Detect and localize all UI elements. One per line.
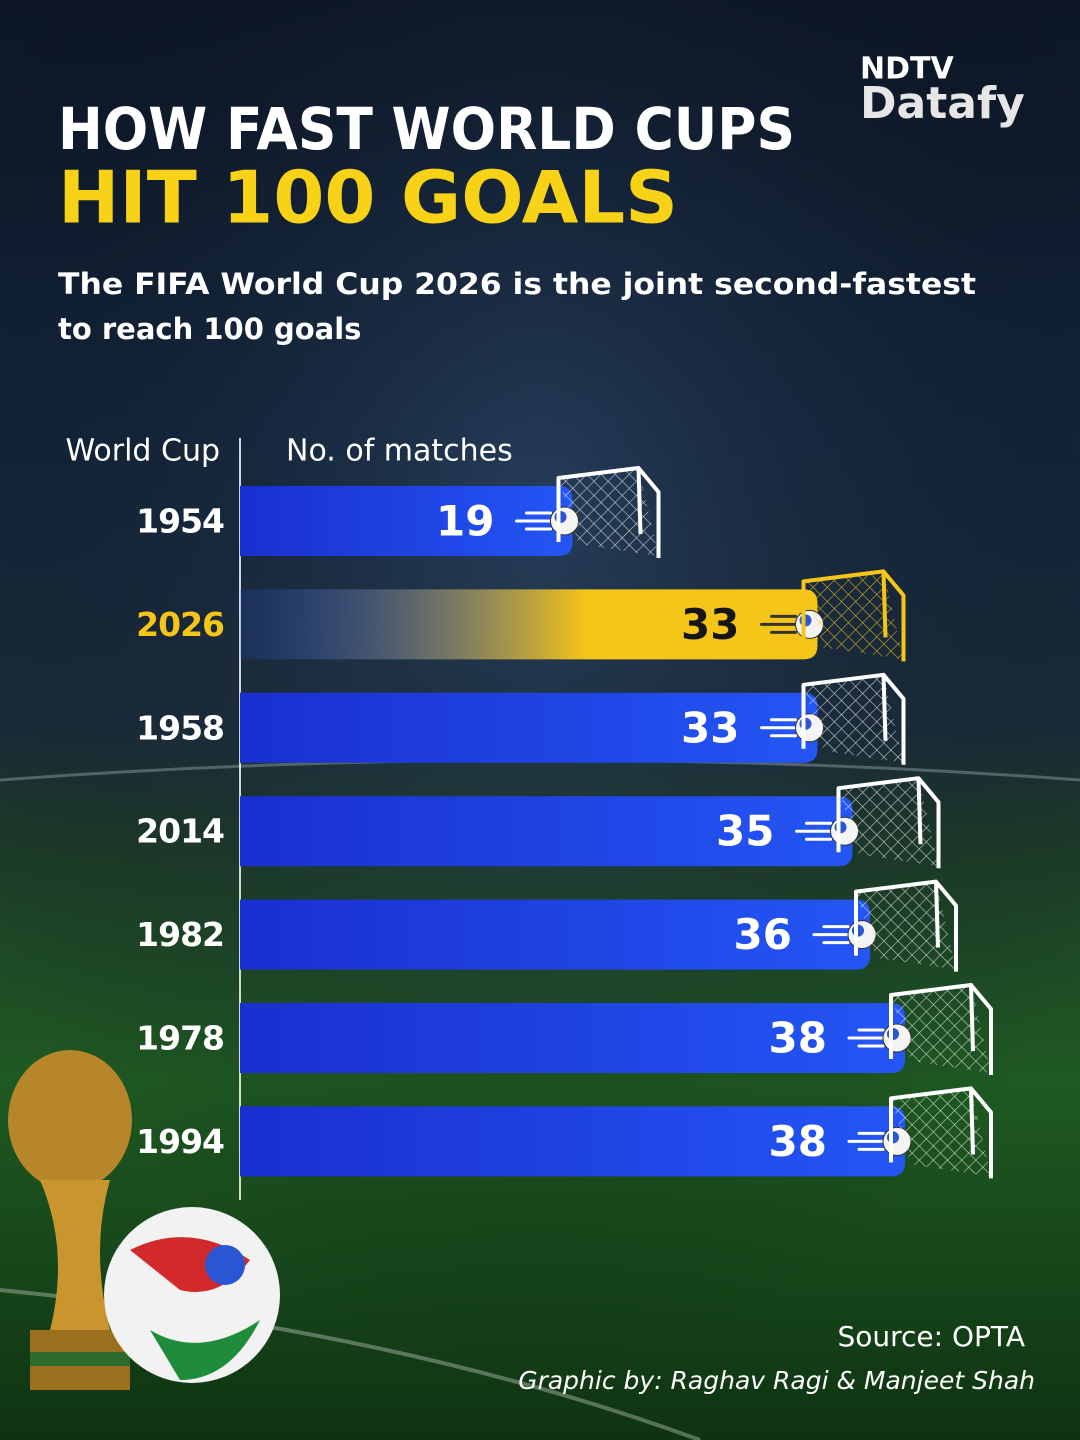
value-label: 36 [734,910,792,959]
value-label: 19 [436,497,494,546]
bar [240,899,870,970]
bar [240,589,818,660]
goal-net [558,468,659,556]
subtitle-line: The FIFA World Cup 2026 is the joint sec… [58,267,976,301]
goal-net [891,1088,991,1177]
bar [240,692,818,763]
logo-brand: NDTV [860,52,954,87]
source: Source: OPTA [837,1320,1025,1353]
goal-frame [889,983,993,1075]
goal-frame [556,466,661,558]
value-label: 33 [681,600,739,649]
value-label: 35 [716,807,774,856]
value-axis-label: No. of matches [286,434,513,469]
subtitle-line: to reach 100 goals [58,312,361,346]
credit: Graphic by: Raghav Ragi & Manjeet Shah [518,1366,1035,1395]
category-label: 1958 [136,708,224,747]
bar [240,1003,905,1073]
goal-frame [836,776,941,869]
goal-net [891,985,991,1073]
category-label: 1982 [136,915,224,954]
goal-frame [801,569,906,662]
bar [240,486,573,556]
goal-frame [801,672,906,765]
trophy [8,1050,132,1390]
category-axis-label: World Cup [65,434,220,469]
title-line: HOW FAST WORLD CUPS [58,95,795,163]
goal-net [803,571,904,660]
value-label: 38 [769,1117,827,1166]
value-label: 38 [769,1014,827,1063]
category-label: 1994 [136,1122,224,1161]
category-label: 2026 [136,605,224,644]
category-label: 1954 [136,502,224,541]
goal-frame [889,1086,993,1179]
goal-frame [854,879,958,972]
logo-product: Datafy [860,78,1025,129]
bar [240,1106,905,1177]
category-label: 1978 [136,1019,224,1058]
title-line: HIT 100 GOALS [58,156,678,240]
goal-net [838,778,939,867]
goal-net [803,674,904,763]
goal-net [856,881,956,970]
bar [240,796,853,867]
value-label: 33 [681,703,739,752]
category-label: 2014 [136,812,224,851]
ball [104,1207,280,1383]
